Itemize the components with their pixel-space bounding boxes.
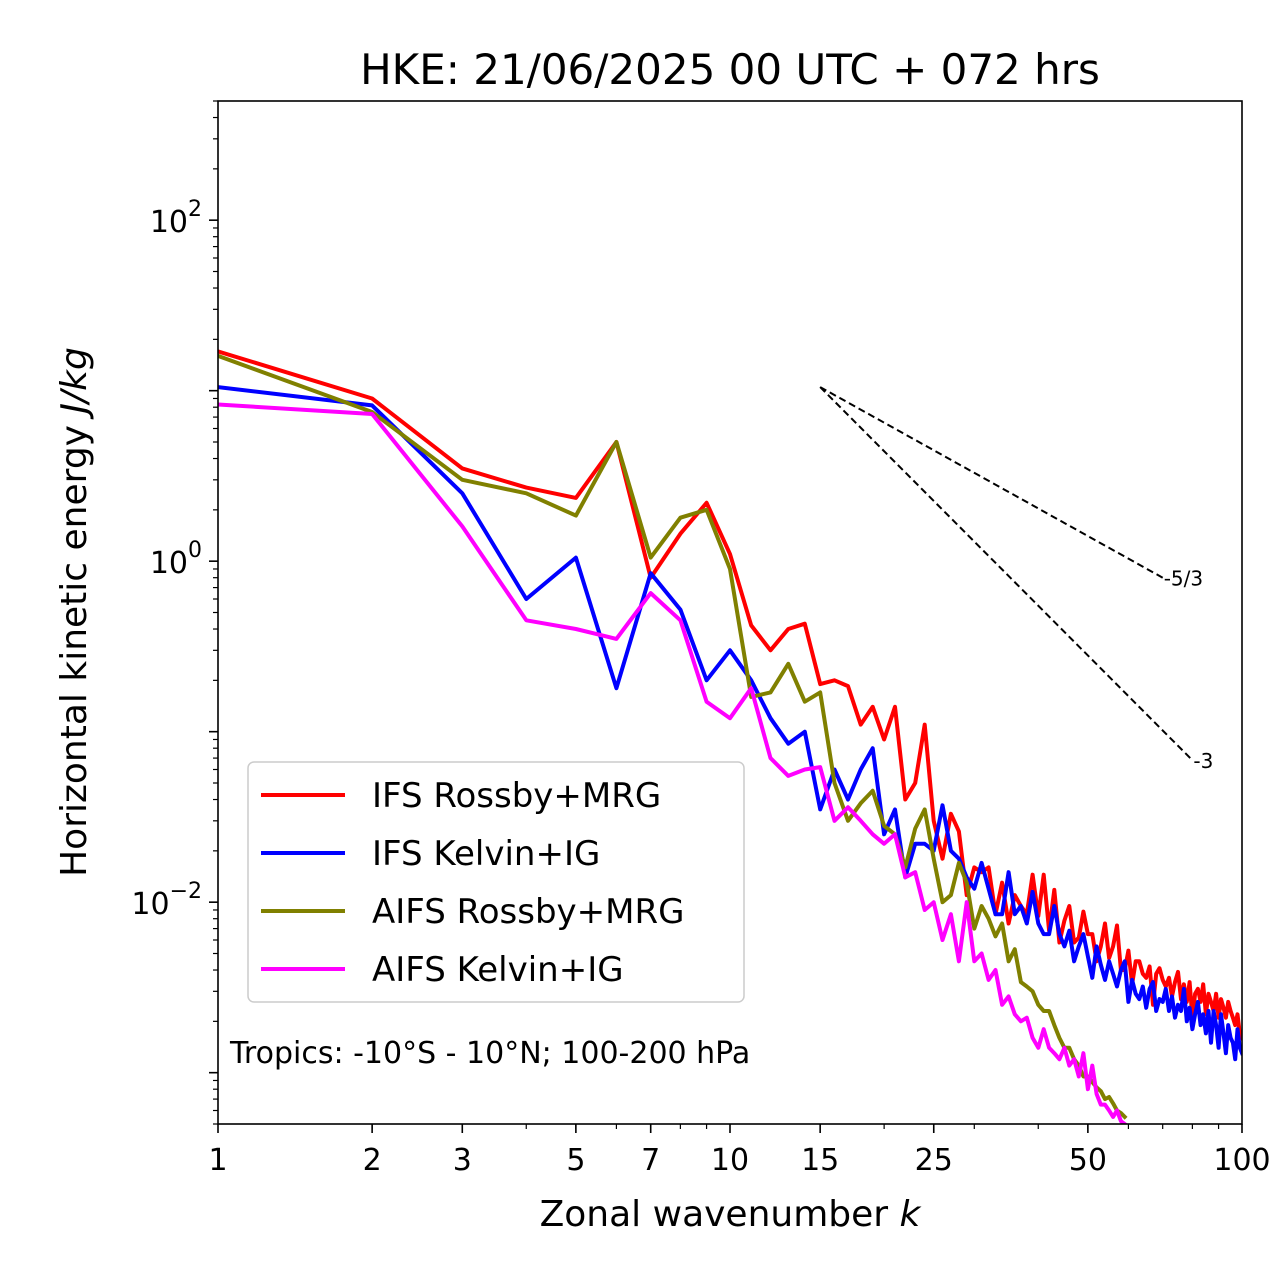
- y-axis-label-text: Horizontal kinetic energy: [54, 425, 95, 877]
- legend-box: [247, 761, 745, 1003]
- legend: IFS Rossby+MRG IFS Kelvin+IG AIFS Rossby+M…: [247, 761, 745, 1003]
- slope-line-2: [819, 386, 1194, 761]
- y-axis-label: Horizontal kinetic energy J/kg: [54, 347, 95, 877]
- slope-label-1: -5/3: [1164, 567, 1203, 591]
- y-axis-ticks: 10−2 100 102: [131, 100, 218, 1125]
- series-line-aifs-kelvin-ig: [218, 402, 1128, 1124]
- x-axis-label: Zonal wavenumber k: [540, 1194, 923, 1235]
- legend-label-aifs-rossby-mrg: AIFS Rossby+MRG: [372, 892, 684, 932]
- y-tick-label: 102: [150, 197, 202, 240]
- series-line-ifs-kelvin-ig: [218, 385, 1242, 1062]
- x-tick-label: 5: [566, 1143, 585, 1178]
- x-tick-label: 15: [801, 1143, 839, 1178]
- x-tick-label: 7: [641, 1143, 660, 1178]
- x-tick-label: 1: [208, 1143, 227, 1178]
- chart-title: HKE: 21/06/2025 00 UTC + 072 hrs: [360, 45, 1100, 94]
- slope-label-2: -3: [1193, 749, 1213, 773]
- x-tick-label: 25: [915, 1143, 953, 1178]
- x-axis-ticks: 1 2 3 5 7 10 15 25 50 100: [208, 1124, 1271, 1178]
- y-tick-label: 100: [150, 538, 202, 581]
- slope-line-1: [819, 386, 1164, 579]
- x-axis-label-var: k: [900, 1194, 923, 1235]
- legend-label-ifs-kelvin-ig: IFS Kelvin+IG: [372, 834, 600, 874]
- legend-label-ifs-rossby-mrg: IFS Rossby+MRG: [372, 776, 661, 816]
- x-axis-label-text: Zonal wavenumber: [540, 1194, 889, 1235]
- x-tick-label: 3: [453, 1143, 472, 1178]
- series-lines: [218, 349, 1242, 1124]
- x-tick-label: 50: [1069, 1143, 1107, 1178]
- x-tick-label: 10: [711, 1143, 749, 1178]
- x-tick-label: 100: [1213, 1143, 1270, 1178]
- y-tick-label: 10−2: [131, 879, 202, 922]
- legend-label-aifs-kelvin-ig: AIFS Kelvin+IG: [372, 950, 624, 990]
- series-line-ifs-rossby-mrg: [218, 349, 1242, 1041]
- reference-slopes: [819, 386, 1194, 761]
- y-axis-label-unit: J/kg: [54, 347, 95, 419]
- region-annotation: Tropics: -10°S - 10°N; 100-200 hPa: [229, 1036, 750, 1071]
- x-tick-label: 2: [363, 1143, 382, 1178]
